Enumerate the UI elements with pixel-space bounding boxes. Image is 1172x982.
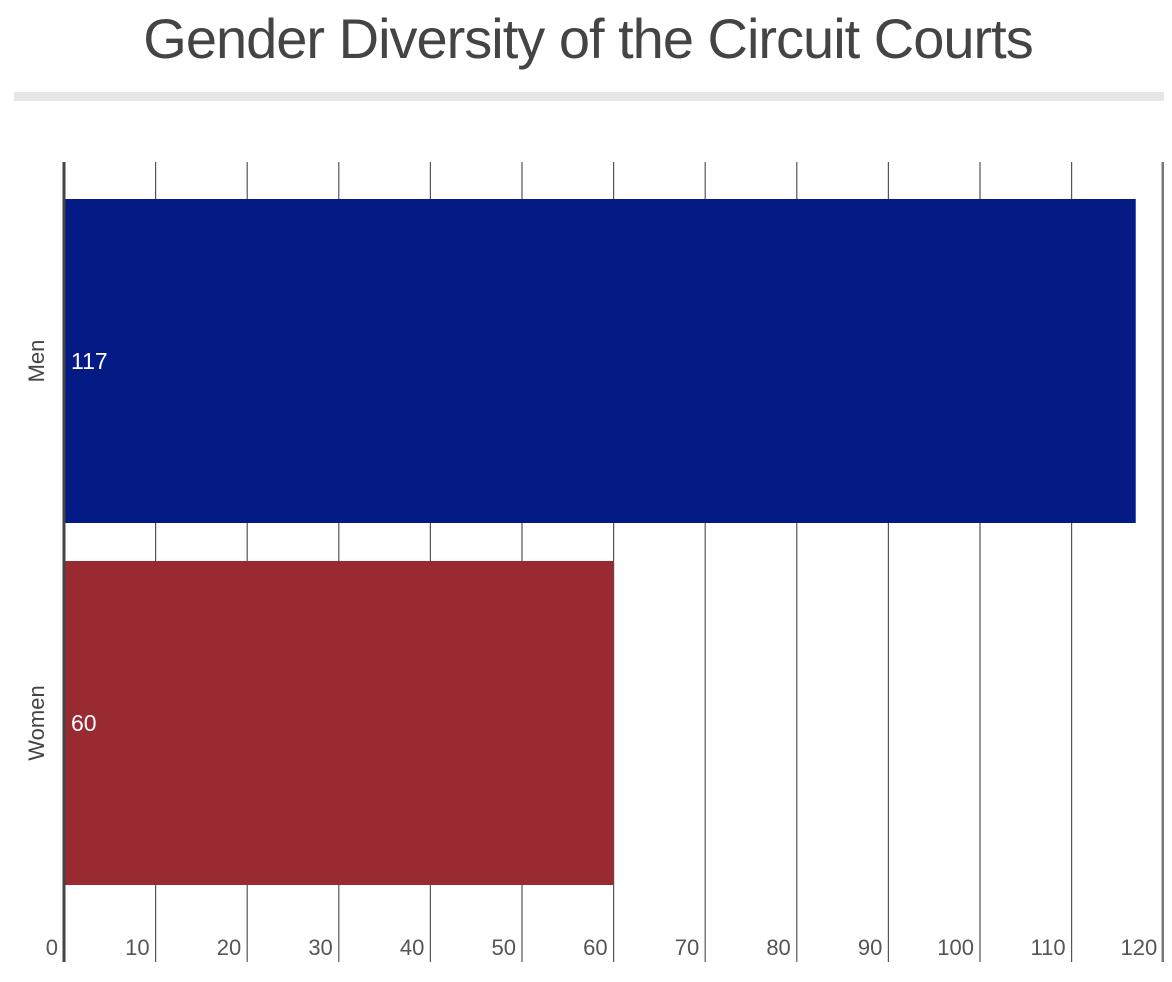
bar-women [64, 561, 614, 885]
x-tick-label-0: 0 [46, 935, 58, 960]
title-divider [14, 92, 1164, 101]
x-tick-label-30: 30 [308, 935, 332, 960]
x-tick-label-90: 90 [858, 935, 882, 960]
bars [64, 199, 1136, 885]
x-tick-label-110: 110 [1031, 935, 1066, 960]
labels: 0 10 20 30 40 50 60 70 80 90 100 110 120 Men Women 117 6… [24, 340, 1157, 960]
category-label-men: Men [24, 340, 49, 383]
data-label-men: 117 [71, 348, 108, 374]
x-tick-label-40: 40 [400, 935, 424, 960]
bar-men [64, 199, 1136, 523]
x-tick-label-50: 50 [492, 935, 516, 960]
x-tick-label-100: 100 [937, 935, 974, 960]
category-label-women: Women [24, 685, 49, 760]
x-tick-label-10: 10 [125, 935, 149, 960]
data-label-women: 60 [71, 710, 97, 736]
x-tick-label-80: 80 [766, 935, 790, 960]
chart-title: Gender Diversity of the Circuit Courts [143, 7, 1033, 70]
x-tick-label-20: 20 [217, 935, 241, 960]
x-tick-label-70: 70 [675, 935, 699, 960]
x-tick-label-60: 60 [583, 935, 607, 960]
x-tick-label-120: 120 [1120, 935, 1157, 960]
